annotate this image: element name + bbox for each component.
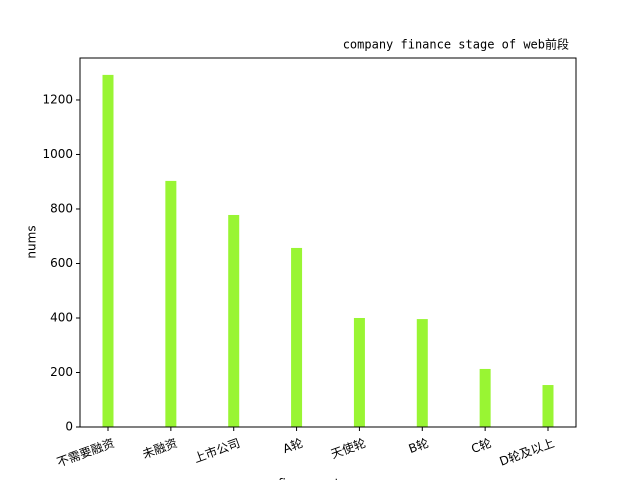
y-tick-label: 1200 [42,92,73,106]
x-axis-label: finance_stage [278,477,361,480]
bar [165,180,177,427]
bar [291,247,303,427]
x-tick-label: 上市公司 [192,435,242,466]
x-tick-label: C轮 [469,436,493,456]
x-tick-label: 未融资 [140,436,179,461]
y-tick-label: 0 [65,420,73,434]
x-tick-label: D轮及以上 [498,436,557,469]
y-tick-label: 400 [50,310,73,324]
bar [102,74,114,427]
x-tick-label: A轮 [281,436,305,456]
chart-title: company finance stage of web前段 [343,37,569,52]
bar [416,319,428,427]
bar [228,214,240,427]
y-axis-label: nums [25,225,39,258]
y-tick-label: 800 [50,201,73,215]
bar [353,317,365,427]
x-tick-label: 不需要融资 [55,436,116,470]
bar [542,385,554,427]
x-tick-label: 天使轮 [329,435,368,461]
y-tick-label: 1000 [42,147,73,161]
y-tick-label: 200 [50,365,73,379]
x-tick-label: B轮 [407,436,431,456]
bar [479,368,491,427]
y-tick-label: 600 [50,256,73,270]
plot-frame [79,57,577,428]
